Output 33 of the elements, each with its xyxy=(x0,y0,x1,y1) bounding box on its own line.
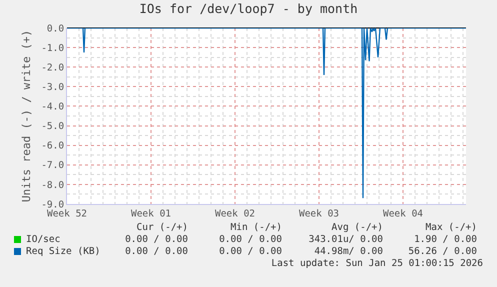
text: Last update: Sun Jan 25 01:00:15 2026 xyxy=(271,258,483,269)
y-tick-label: -6.0 xyxy=(41,140,64,152)
legend-label: Req Size (KB) xyxy=(26,246,100,257)
line-series xyxy=(67,28,466,199)
text: Cur (-/+) xyxy=(136,222,188,233)
y-axis-title: Units read (-) / write (+) xyxy=(20,30,33,202)
y-tick-label: -1.0 xyxy=(41,42,64,54)
text: 0.00 / 0.00 xyxy=(125,234,188,245)
x-tick-label: Week 01 xyxy=(130,208,172,220)
x-tick-label: Week 04 xyxy=(382,208,424,220)
text: 44.98m/ 0.00 xyxy=(314,246,383,257)
y-tick-label: -4.0 xyxy=(41,102,64,113)
y-tick-label: -7.0 xyxy=(41,160,64,172)
legend-label: IO/sec xyxy=(26,234,60,245)
text: Avg (-/+) xyxy=(332,222,383,233)
x-tick-label: Week 03 xyxy=(298,208,340,220)
chart-title: IOs for /dev/loop7 - by month xyxy=(139,1,358,16)
text: Max (-/+) xyxy=(426,222,477,233)
y-tick-label: -8.0 xyxy=(41,180,64,191)
text: 0.00 / 0.00 xyxy=(125,246,188,257)
x-tick-label: Week 02 xyxy=(214,208,256,220)
text: Min (-/+) xyxy=(230,222,282,233)
y-tick-label: -5.0 xyxy=(41,121,64,132)
x-tick-label: Week 52 xyxy=(46,208,88,220)
text: 0.00 / 0.00 xyxy=(219,234,282,245)
text: 56.26 / 0.00 xyxy=(408,246,477,257)
y-tick-label: 0.0 xyxy=(46,23,64,34)
text: 0.00 / 0.00 xyxy=(219,246,282,257)
text: 1.90 / 0.00 xyxy=(414,234,477,245)
y-tick-label: -9.0 xyxy=(41,199,64,210)
text: 343.01u/ 0.00 xyxy=(308,234,383,245)
y-tick-label: -2.0 xyxy=(41,62,64,74)
y-tick-label: -3.0 xyxy=(41,82,64,93)
